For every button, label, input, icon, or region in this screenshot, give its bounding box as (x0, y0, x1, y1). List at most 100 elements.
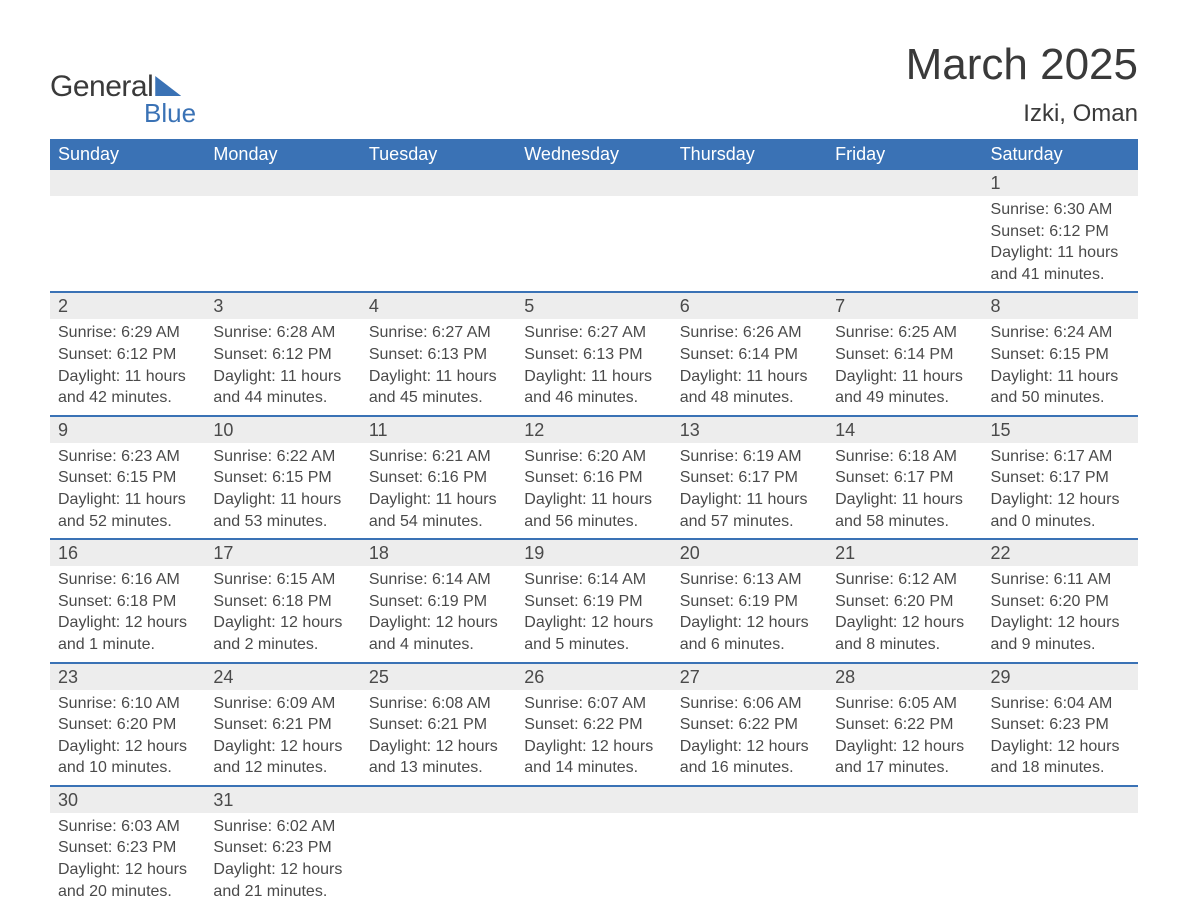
weekday-header: Wednesday (516, 139, 671, 170)
daylight-text: Daylight: 11 hours and 58 minutes. (835, 489, 974, 532)
sunset-text: Sunset: 6:22 PM (524, 714, 663, 736)
sunrise-text: Sunrise: 6:18 AM (835, 446, 974, 468)
sunrise-text: Sunrise: 6:07 AM (524, 693, 663, 715)
sunset-text: Sunset: 6:19 PM (524, 591, 663, 613)
sunrise-text: Sunrise: 6:12 AM (835, 569, 974, 591)
sunset-text: Sunset: 6:17 PM (835, 467, 974, 489)
sunset-text: Sunset: 6:17 PM (680, 467, 819, 489)
day-detail-cell (672, 813, 827, 908)
sunset-text: Sunset: 6:19 PM (369, 591, 508, 613)
day-number-cell: 26 (516, 663, 671, 690)
week-daynum-row: 9101112131415 (50, 416, 1138, 443)
sunrise-text: Sunrise: 6:13 AM (680, 569, 819, 591)
location-label: Izki, Oman (906, 100, 1138, 128)
sunset-text: Sunset: 6:12 PM (58, 344, 197, 366)
day-detail-cell: Sunrise: 6:16 AMSunset: 6:18 PMDaylight:… (50, 566, 205, 662)
day-number-cell: 14 (827, 416, 982, 443)
daylight-text: Daylight: 12 hours and 9 minutes. (991, 612, 1130, 655)
week-detail-row: Sunrise: 6:30 AMSunset: 6:12 PMDaylight:… (50, 196, 1138, 292)
daylight-text: Daylight: 11 hours and 41 minutes. (991, 242, 1130, 285)
day-detail-cell (361, 196, 516, 292)
day-detail-cell: Sunrise: 6:19 AMSunset: 6:17 PMDaylight:… (672, 443, 827, 539)
sunset-text: Sunset: 6:21 PM (369, 714, 508, 736)
day-number-cell: 31 (205, 786, 360, 813)
day-number-cell: 17 (205, 539, 360, 566)
weekday-header: Tuesday (361, 139, 516, 170)
week-detail-row: Sunrise: 6:10 AMSunset: 6:20 PMDaylight:… (50, 690, 1138, 786)
day-number-cell (827, 786, 982, 813)
day-detail-cell (516, 196, 671, 292)
daylight-text: Daylight: 12 hours and 21 minutes. (213, 859, 352, 902)
day-detail-cell: Sunrise: 6:17 AMSunset: 6:17 PMDaylight:… (983, 443, 1138, 539)
day-number-cell: 3 (205, 292, 360, 319)
daylight-text: Daylight: 12 hours and 18 minutes. (991, 736, 1130, 779)
sunrise-text: Sunrise: 6:14 AM (369, 569, 508, 591)
day-detail-cell: Sunrise: 6:18 AMSunset: 6:17 PMDaylight:… (827, 443, 982, 539)
day-detail-cell: Sunrise: 6:02 AMSunset: 6:23 PMDaylight:… (205, 813, 360, 908)
daylight-text: Daylight: 12 hours and 6 minutes. (680, 612, 819, 655)
sunrise-text: Sunrise: 6:05 AM (835, 693, 974, 715)
day-detail-cell: Sunrise: 6:27 AMSunset: 6:13 PMDaylight:… (516, 319, 671, 415)
sunset-text: Sunset: 6:23 PM (213, 837, 352, 859)
day-detail-cell: Sunrise: 6:30 AMSunset: 6:12 PMDaylight:… (983, 196, 1138, 292)
day-number-cell: 1 (983, 170, 1138, 196)
day-number-cell: 10 (205, 416, 360, 443)
sunrise-text: Sunrise: 6:21 AM (369, 446, 508, 468)
weekday-header: Sunday (50, 139, 205, 170)
daylight-text: Daylight: 11 hours and 57 minutes. (680, 489, 819, 532)
week-daynum-row: 1 (50, 170, 1138, 196)
calendar-table: Sunday Monday Tuesday Wednesday Thursday… (50, 139, 1138, 908)
week-detail-row: Sunrise: 6:23 AMSunset: 6:15 PMDaylight:… (50, 443, 1138, 539)
day-detail-cell: Sunrise: 6:10 AMSunset: 6:20 PMDaylight:… (50, 690, 205, 786)
weekday-header: Saturday (983, 139, 1138, 170)
day-detail-cell (361, 813, 516, 908)
day-number-cell: 27 (672, 663, 827, 690)
day-number-cell: 12 (516, 416, 671, 443)
day-number-cell: 20 (672, 539, 827, 566)
sunrise-text: Sunrise: 6:10 AM (58, 693, 197, 715)
sunrise-text: Sunrise: 6:16 AM (58, 569, 197, 591)
daylight-text: Daylight: 11 hours and 52 minutes. (58, 489, 197, 532)
day-number-cell: 28 (827, 663, 982, 690)
sunrise-text: Sunrise: 6:23 AM (58, 446, 197, 468)
weekday-header: Friday (827, 139, 982, 170)
sunrise-text: Sunrise: 6:30 AM (991, 199, 1130, 221)
daylight-text: Daylight: 11 hours and 49 minutes. (835, 366, 974, 409)
sunrise-text: Sunrise: 6:28 AM (213, 322, 352, 344)
weekday-header: Monday (205, 139, 360, 170)
day-detail-cell: Sunrise: 6:09 AMSunset: 6:21 PMDaylight:… (205, 690, 360, 786)
week-daynum-row: 3031 (50, 786, 1138, 813)
weekday-header-row: Sunday Monday Tuesday Wednesday Thursday… (50, 139, 1138, 170)
daylight-text: Daylight: 12 hours and 16 minutes. (680, 736, 819, 779)
day-number-cell: 5 (516, 292, 671, 319)
day-number-cell (516, 786, 671, 813)
sunset-text: Sunset: 6:20 PM (835, 591, 974, 613)
day-detail-cell: Sunrise: 6:24 AMSunset: 6:15 PMDaylight:… (983, 319, 1138, 415)
title-block: March 2025 Izki, Oman (906, 40, 1138, 128)
sunset-text: Sunset: 6:13 PM (524, 344, 663, 366)
day-detail-cell: Sunrise: 6:23 AMSunset: 6:15 PMDaylight:… (50, 443, 205, 539)
day-detail-cell (516, 813, 671, 908)
day-detail-cell: Sunrise: 6:21 AMSunset: 6:16 PMDaylight:… (361, 443, 516, 539)
day-number-cell: 8 (983, 292, 1138, 319)
day-number-cell (205, 170, 360, 196)
daylight-text: Daylight: 11 hours and 44 minutes. (213, 366, 352, 409)
sunset-text: Sunset: 6:12 PM (991, 221, 1130, 243)
daylight-text: Daylight: 12 hours and 0 minutes. (991, 489, 1130, 532)
day-detail-cell: Sunrise: 6:26 AMSunset: 6:14 PMDaylight:… (672, 319, 827, 415)
day-detail-cell: Sunrise: 6:11 AMSunset: 6:20 PMDaylight:… (983, 566, 1138, 662)
daylight-text: Daylight: 11 hours and 42 minutes. (58, 366, 197, 409)
day-number-cell (672, 786, 827, 813)
sunset-text: Sunset: 6:22 PM (835, 714, 974, 736)
day-number-cell: 18 (361, 539, 516, 566)
day-detail-cell (827, 196, 982, 292)
day-detail-cell: Sunrise: 6:28 AMSunset: 6:12 PMDaylight:… (205, 319, 360, 415)
day-detail-cell (50, 196, 205, 292)
day-number-cell: 11 (361, 416, 516, 443)
daylight-text: Daylight: 11 hours and 54 minutes. (369, 489, 508, 532)
weekday-header: Thursday (672, 139, 827, 170)
sunrise-text: Sunrise: 6:03 AM (58, 816, 197, 838)
daylight-text: Daylight: 12 hours and 1 minute. (58, 612, 197, 655)
daylight-text: Daylight: 12 hours and 20 minutes. (58, 859, 197, 902)
sunset-text: Sunset: 6:21 PM (213, 714, 352, 736)
